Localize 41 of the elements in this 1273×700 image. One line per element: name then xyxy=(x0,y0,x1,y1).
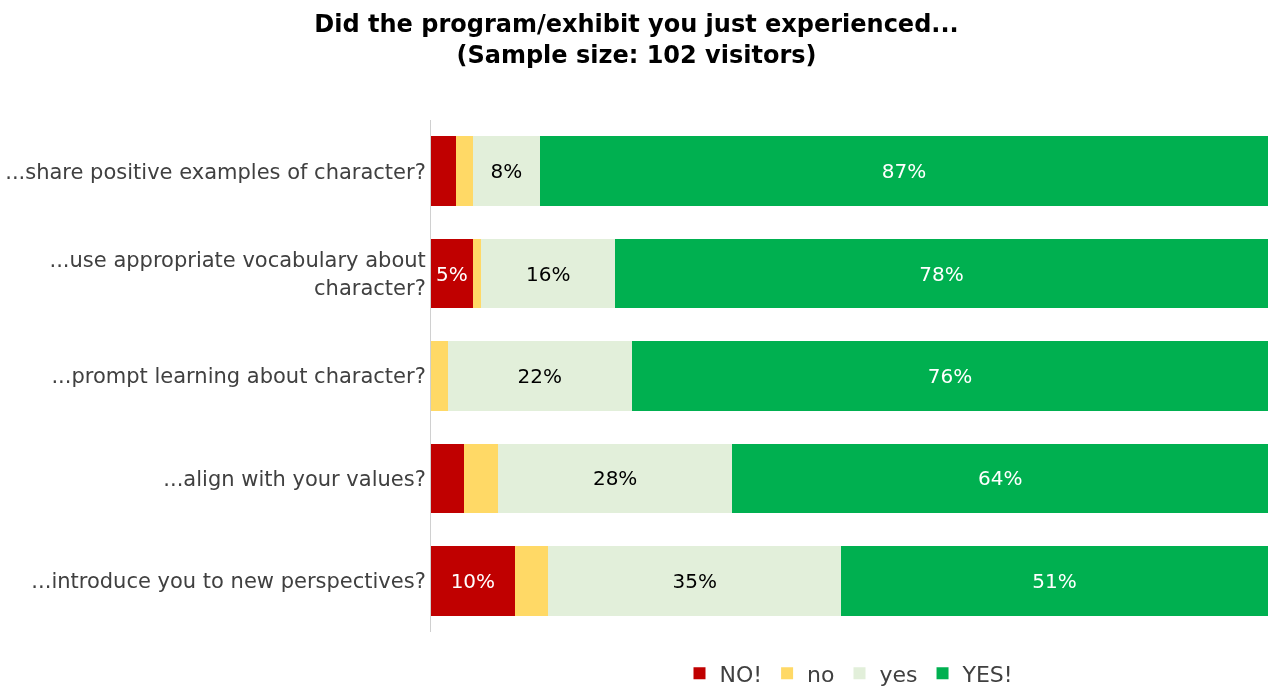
bar xyxy=(464,443,498,514)
data-label: 10% xyxy=(450,568,496,593)
data-label: 76% xyxy=(927,364,973,388)
chart-title: Did the program/exhibit you just experienced... (Sample size: 102 visitors) xyxy=(314,9,959,69)
bar xyxy=(548,545,842,616)
data-label: 87% xyxy=(881,159,927,184)
data-label: 35% xyxy=(672,568,717,593)
bar xyxy=(447,341,632,411)
data-label: 16% xyxy=(525,261,571,286)
bar xyxy=(431,341,448,411)
data-label: 78% xyxy=(919,261,964,286)
bar xyxy=(514,545,549,616)
bar xyxy=(481,238,616,309)
bar xyxy=(497,443,733,514)
y-tick-label: ...use appropriate vocabulary about character? xyxy=(49,248,426,300)
legend-label: NO! xyxy=(719,661,763,687)
y-tick-label: ...introduce you to new perspectives? xyxy=(31,569,426,594)
bar xyxy=(841,545,1268,616)
bar xyxy=(431,545,515,616)
data-label: 51% xyxy=(1032,568,1077,593)
bar xyxy=(631,341,1268,411)
data-label: 22% xyxy=(517,364,563,388)
y-tick-label: ...prompt learning about character? xyxy=(51,364,426,389)
bar xyxy=(431,443,465,514)
data-label: 64% xyxy=(977,466,1023,491)
bar xyxy=(472,238,482,309)
legend-label: yes xyxy=(879,661,918,687)
bar xyxy=(732,443,1268,514)
bar xyxy=(431,238,473,309)
legend-label: YES! xyxy=(961,661,1013,687)
data-label: 28% xyxy=(592,466,638,491)
legend-label: no xyxy=(807,661,835,687)
y-tick-label: ...align with your values? xyxy=(163,466,426,491)
data-label: 8% xyxy=(490,159,523,184)
bar xyxy=(615,238,1268,309)
bar xyxy=(472,136,540,207)
y-tick-label: ...share positive examples of character? xyxy=(5,159,426,184)
bar xyxy=(431,136,457,207)
bar xyxy=(539,136,1268,207)
data-label: 5% xyxy=(436,261,468,286)
bar xyxy=(456,136,473,207)
